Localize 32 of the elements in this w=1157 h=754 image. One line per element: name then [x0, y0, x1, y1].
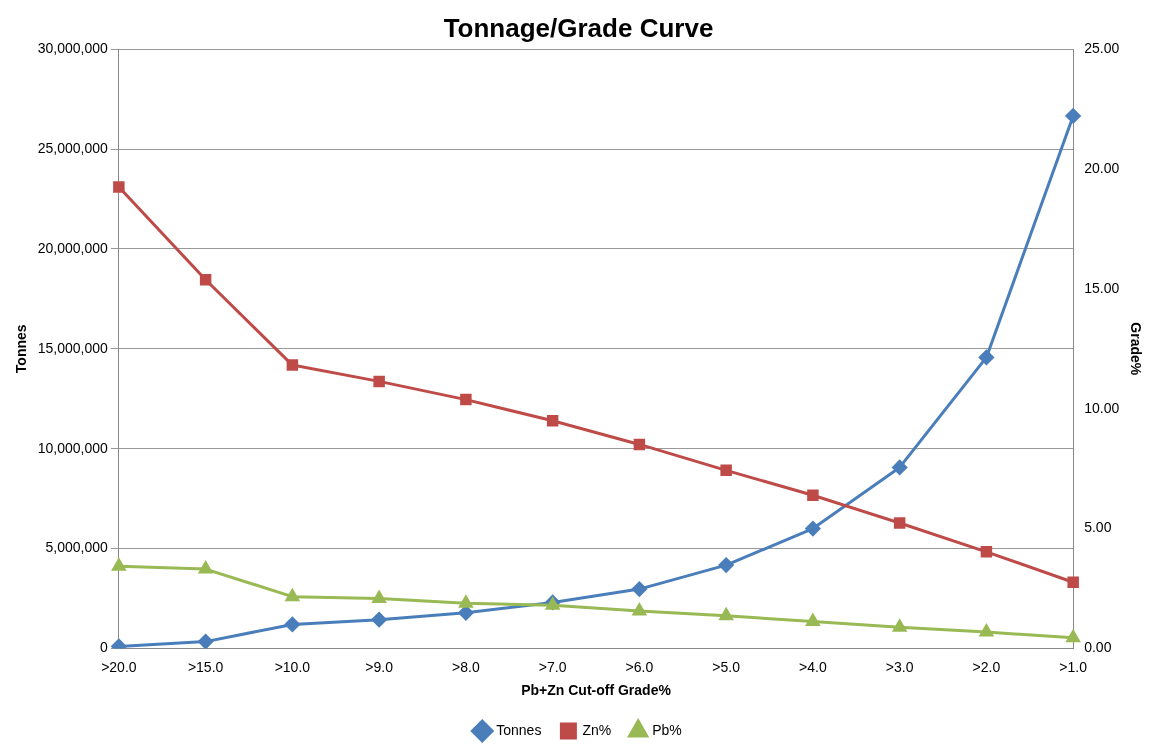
x-tick-label: >7.0: [538, 658, 567, 675]
y-tick-label: 25,000,000: [37, 139, 109, 156]
x-tick-label: >8.0: [452, 658, 480, 675]
x-tick-label: >10.0: [274, 658, 311, 675]
x-tick-label: >6.0: [625, 658, 654, 675]
legend-label: Pb%: [652, 721, 682, 738]
x-tick-label: >9.0: [365, 658, 394, 675]
y2-tick-label: 5.00: [1084, 519, 1112, 536]
x-tick-label: >2.0: [972, 658, 1001, 675]
x-tick-label: >5.0: [712, 658, 741, 675]
y-axis-title: Tonnes: [13, 324, 30, 374]
y-tick-label: 15,000,000: [37, 339, 109, 356]
y-tick-label: 20,000,000: [37, 239, 109, 256]
chart-title: Tonnage/Grade Curve: [443, 12, 714, 43]
y-tick-label: 0: [100, 639, 109, 656]
x-tick-label: >20.0: [101, 658, 137, 675]
x-tick-label: >3.0: [885, 658, 914, 675]
y2-tick-label: 0.00: [1084, 639, 1112, 656]
y2-tick-label: 10.00: [1084, 399, 1120, 416]
x-tick-label: >1.0: [1059, 658, 1088, 675]
y-tick-label: 10,000,000: [37, 439, 109, 456]
y2-axis-title: Grade%: [1127, 322, 1144, 376]
x-tick-label: >15.0: [187, 658, 224, 675]
y-tick-label: 5,000,000: [45, 539, 109, 556]
y2-tick-label: 20.00: [1084, 159, 1120, 176]
y-tick-label: 30,000,000: [37, 40, 109, 57]
y2-tick-label: 15.00: [1084, 279, 1120, 296]
x-axis-title: Pb+Zn Cut-off Grade%: [521, 682, 672, 699]
y2-tick-label: 25.00: [1084, 40, 1120, 57]
legend-label: Zn%: [582, 721, 612, 738]
x-tick-label: >4.0: [799, 658, 827, 675]
legend-label: Tonnes: [496, 721, 542, 738]
